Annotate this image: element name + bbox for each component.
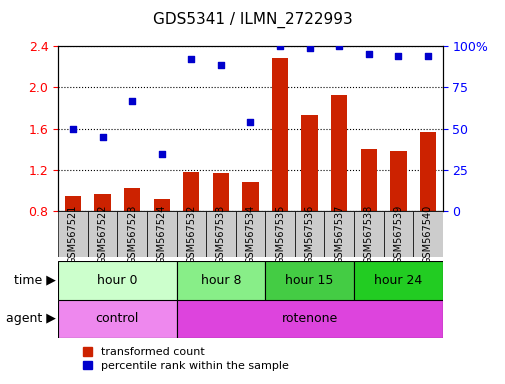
Text: GSM567539: GSM567539 <box>392 205 402 264</box>
Point <box>246 119 254 125</box>
Bar <box>324 211 353 257</box>
Bar <box>235 211 265 257</box>
Legend: transformed count, percentile rank within the sample: transformed count, percentile rank withi… <box>83 347 288 371</box>
Bar <box>176 211 206 257</box>
Text: hour 15: hour 15 <box>285 274 333 287</box>
Point <box>423 53 431 59</box>
Bar <box>58 211 87 257</box>
Point <box>187 56 195 62</box>
Text: GSM567535: GSM567535 <box>275 205 284 264</box>
Bar <box>354 261 442 300</box>
Bar <box>242 182 258 211</box>
Bar <box>176 300 442 338</box>
Text: agent ▶: agent ▶ <box>6 312 56 325</box>
Text: GSM567532: GSM567532 <box>186 205 196 264</box>
Text: GSM567540: GSM567540 <box>422 205 432 264</box>
Bar <box>154 199 170 211</box>
Point <box>158 151 166 157</box>
Text: GSM567523: GSM567523 <box>127 205 137 264</box>
Bar <box>360 149 376 211</box>
Bar <box>330 94 346 211</box>
Text: hour 8: hour 8 <box>200 274 241 287</box>
Text: GSM567533: GSM567533 <box>216 205 225 264</box>
Bar <box>183 172 199 211</box>
Bar <box>176 261 265 300</box>
Text: GSM567521: GSM567521 <box>68 205 78 264</box>
Point <box>393 53 401 59</box>
Bar <box>206 211 235 257</box>
Text: GSM567524: GSM567524 <box>157 205 166 264</box>
Bar <box>58 261 176 300</box>
Bar <box>354 211 383 257</box>
Text: rotenone: rotenone <box>281 312 337 325</box>
Point <box>364 51 372 58</box>
Text: GSM567534: GSM567534 <box>245 205 255 264</box>
Bar <box>146 211 176 257</box>
Bar <box>413 211 442 257</box>
Bar <box>265 211 294 257</box>
Point <box>275 43 283 49</box>
Bar <box>58 300 176 338</box>
Point <box>217 62 225 68</box>
Text: control: control <box>95 312 139 325</box>
Text: hour 0: hour 0 <box>97 274 137 287</box>
Bar <box>294 211 324 257</box>
Text: GSM567536: GSM567536 <box>304 205 314 264</box>
Text: GSM567522: GSM567522 <box>97 205 108 264</box>
Bar <box>419 132 435 211</box>
Text: GDS5341 / ILMN_2722993: GDS5341 / ILMN_2722993 <box>153 12 352 28</box>
Point <box>98 134 107 140</box>
Text: GSM567538: GSM567538 <box>363 205 373 264</box>
Text: time ▶: time ▶ <box>14 274 56 287</box>
Bar <box>94 194 111 211</box>
Bar <box>383 211 413 257</box>
Point <box>334 43 342 49</box>
Bar <box>301 115 317 211</box>
Point <box>128 98 136 104</box>
Bar <box>271 58 288 211</box>
Bar <box>389 151 406 211</box>
Bar <box>124 189 140 211</box>
Bar <box>117 211 146 257</box>
Bar <box>265 261 354 300</box>
Text: hour 24: hour 24 <box>374 274 422 287</box>
Bar <box>65 196 81 211</box>
Bar <box>212 173 229 211</box>
Text: GSM567537: GSM567537 <box>334 205 343 264</box>
Point <box>69 126 77 132</box>
Point <box>305 45 313 51</box>
Bar <box>87 211 117 257</box>
